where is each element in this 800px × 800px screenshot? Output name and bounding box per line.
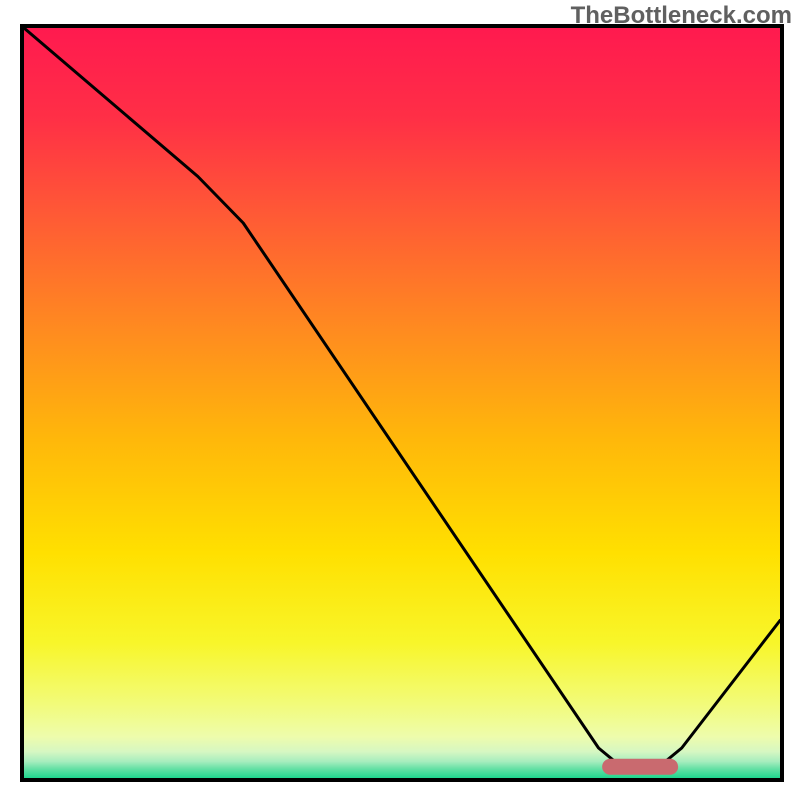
bottleneck-chart	[20, 24, 784, 782]
gradient-background	[24, 28, 780, 778]
chart-container: TheBottleneck.com	[0, 0, 800, 800]
optimal-marker	[602, 759, 678, 775]
